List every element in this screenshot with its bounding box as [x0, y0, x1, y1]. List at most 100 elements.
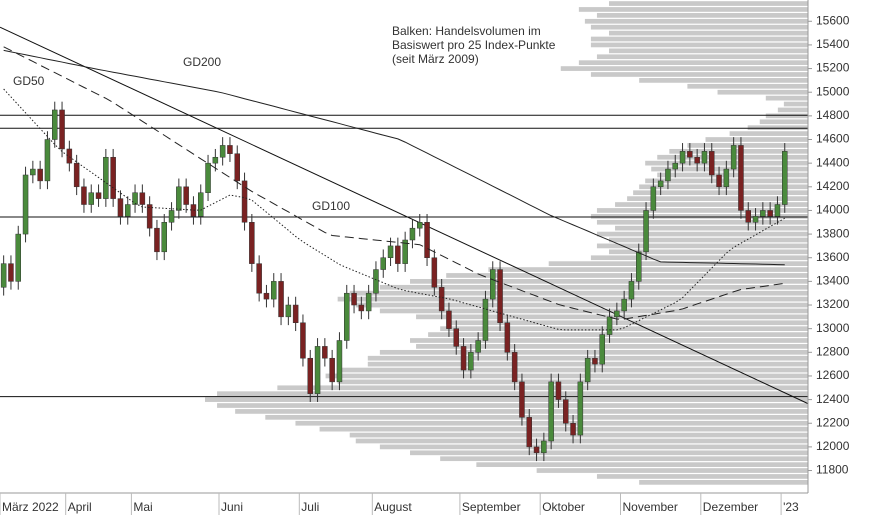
- candle-body: [81, 186, 87, 205]
- candle-body: [146, 204, 153, 229]
- volume-bar: [590, 255, 808, 261]
- candle-body: [44, 139, 51, 182]
- candle-body: [490, 269, 496, 300]
- candle-body: [679, 151, 686, 164]
- volume-bar: [590, 72, 808, 77]
- x-tick-label: April: [68, 500, 92, 514]
- y-tick-label: 12200: [816, 415, 850, 429]
- candle-body: [774, 204, 781, 217]
- volume-bar: [609, 48, 808, 54]
- volume-bar: [205, 397, 808, 402]
- volume-bar: [609, 1, 808, 6]
- candle-body: [380, 257, 386, 270]
- candle-body: [782, 151, 788, 205]
- y-tick-label: 15400: [816, 37, 850, 51]
- candle-body: [8, 263, 14, 282]
- y-tick-label: 14400: [816, 155, 850, 169]
- candle-body: [468, 352, 474, 371]
- candle-body: [650, 186, 657, 211]
- volume-bar: [217, 403, 808, 408]
- series-label: GD100: [312, 199, 350, 213]
- y-tick-label: 14000: [816, 203, 850, 217]
- moving-average-line: [3, 46, 785, 320]
- candle-body: [176, 186, 182, 211]
- candle-body: [570, 422, 576, 436]
- candle-body: [271, 281, 277, 300]
- candle-body: [117, 198, 124, 217]
- volume-bar: [633, 190, 808, 196]
- volume-bar: [428, 332, 808, 337]
- volume-bar: [687, 143, 808, 148]
- candle-body: [256, 263, 262, 294]
- candle-body: [738, 145, 744, 211]
- volume-bar: [596, 219, 808, 225]
- candle-body: [95, 192, 102, 199]
- candle-body: [687, 151, 693, 158]
- volume-bar: [416, 344, 808, 349]
- candle-body: [344, 292, 350, 341]
- candle-body: [643, 210, 649, 253]
- x-tick-label: Oktober: [542, 500, 585, 514]
- volume-bar: [657, 172, 808, 178]
- x-tick-label: September: [462, 500, 521, 514]
- candle-body: [672, 162, 678, 170]
- candle-body: [431, 257, 438, 288]
- candle-body: [402, 239, 408, 264]
- candle-body: [351, 292, 357, 306]
- x-tick-label: März 2022: [2, 500, 59, 514]
- candle-body: [30, 168, 36, 176]
- candle-body: [767, 210, 773, 217]
- candle-body: [453, 328, 459, 347]
- volume-bar: [476, 462, 808, 467]
- candle-body: [219, 145, 226, 158]
- candle-body: [373, 269, 379, 294]
- volume-bar: [440, 456, 808, 462]
- candle-body: [701, 151, 708, 164]
- volume-bar: [410, 450, 808, 456]
- candle-body: [541, 440, 547, 454]
- volume-bar: [217, 391, 808, 397]
- y-tick-label: 14600: [816, 132, 850, 146]
- trend-line: [0, 26, 809, 405]
- volume-bar: [639, 480, 808, 485]
- volume-bar: [548, 261, 808, 266]
- candle-body: [103, 156, 109, 199]
- candle-body: [446, 310, 452, 329]
- y-tick-label: 15600: [816, 13, 850, 27]
- volume-bar: [440, 326, 808, 332]
- volume-bar: [410, 338, 808, 343]
- annotation: Balken: Handelsvolumen im: [392, 24, 541, 38]
- volume-bar: [717, 89, 808, 95]
- volume-bar: [609, 30, 808, 36]
- volume-bar: [639, 184, 808, 190]
- volume-bar: [729, 131, 808, 136]
- volume-bar: [337, 367, 808, 373]
- candle-body: [497, 269, 503, 324]
- candle-body: [504, 322, 511, 353]
- candle-body: [168, 210, 175, 223]
- candle-body: [307, 357, 313, 394]
- volume-bar: [349, 290, 808, 296]
- candle-body: [417, 222, 423, 229]
- volume-bar: [337, 296, 808, 302]
- x-tick-label: Mai: [133, 500, 152, 514]
- candle-body: [285, 304, 292, 318]
- annotation: (seit März 2009): [392, 52, 479, 66]
- volume-bar: [584, 18, 808, 24]
- volume-bar: [627, 196, 808, 201]
- candle-body: [409, 227, 416, 241]
- volume-bar: [277, 385, 808, 391]
- volume-bar: [687, 83, 808, 89]
- volume-profile: [205, 1, 808, 485]
- volume-bar: [596, 13, 808, 18]
- candle-body: [73, 162, 80, 188]
- y-tick-label: 12000: [816, 439, 850, 453]
- candle-body: [533, 446, 540, 454]
- moving-average-line: [3, 49, 785, 266]
- volume-bar: [783, 101, 808, 107]
- y-tick-label: 15000: [816, 84, 850, 98]
- volume-bar: [590, 24, 808, 30]
- candle-body: [555, 381, 562, 400]
- candle-body: [760, 210, 766, 217]
- candle-body: [0, 263, 7, 288]
